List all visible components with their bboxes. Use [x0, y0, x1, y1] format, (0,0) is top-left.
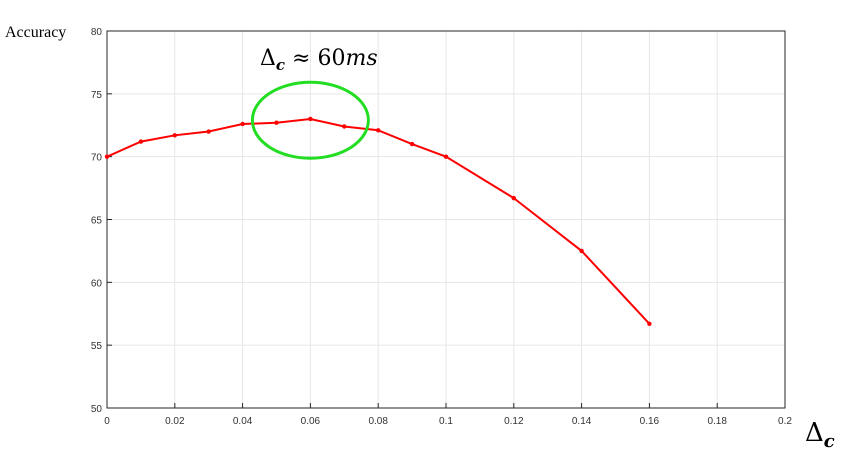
y-axis-label: Accuracy	[5, 24, 66, 41]
data-point	[206, 129, 211, 134]
y-tick-label: 50	[91, 404, 103, 415]
x-tick-label: 0.04	[233, 416, 253, 427]
series-line	[106, 117, 651, 325]
x-tick-labels: 0 0.02 0.04 0.06 0.08 0.1 0.12 0.14 0.16 0.18 0.2	[104, 416, 792, 427]
highlight-ellipse	[250, 80, 370, 160]
data-point	[409, 141, 415, 147]
grid	[106, 30, 786, 409]
x-tick-label: 0.2	[778, 416, 792, 427]
x-tick-label: 0.16	[640, 416, 660, 427]
annotation-label: Δc ≈ 60ms	[260, 46, 378, 74]
data-point	[274, 120, 279, 125]
x-tick-label: 0.12	[504, 416, 524, 427]
data-point	[172, 133, 177, 138]
data-point	[240, 121, 245, 127]
y-tick-label: 65	[91, 216, 103, 227]
data-point	[579, 248, 584, 254]
data-point	[138, 139, 144, 144]
x-tick-label: 0.18	[707, 416, 727, 427]
data-point	[104, 154, 110, 159]
data-point	[443, 154, 449, 159]
data-point	[511, 195, 516, 201]
x-tick-label: 0.02	[165, 416, 185, 427]
y-tick-label: 75	[91, 90, 103, 101]
x-tick-label: 0.1	[439, 416, 453, 427]
series-layer	[104, 116, 652, 327]
x-axis-label: Δc	[805, 418, 835, 452]
x-tick-label: 0.06	[301, 416, 321, 427]
x-tick-label: 0	[104, 416, 110, 427]
x-tick-label: 0.14	[572, 416, 592, 427]
data-point	[376, 128, 381, 133]
y-tick-label: 55	[91, 341, 103, 352]
y-tick-label: 70	[91, 153, 103, 164]
plot-frame	[106, 30, 786, 409]
y-tick-labels: 50 55 60 65 70 75 80	[91, 27, 103, 415]
x-tick-label: 0.08	[368, 416, 388, 427]
y-tick-label: 80	[91, 27, 103, 38]
y-tick-label: 60	[91, 278, 103, 289]
data-point	[308, 116, 313, 122]
data-point	[342, 124, 347, 129]
data-point	[647, 321, 652, 327]
